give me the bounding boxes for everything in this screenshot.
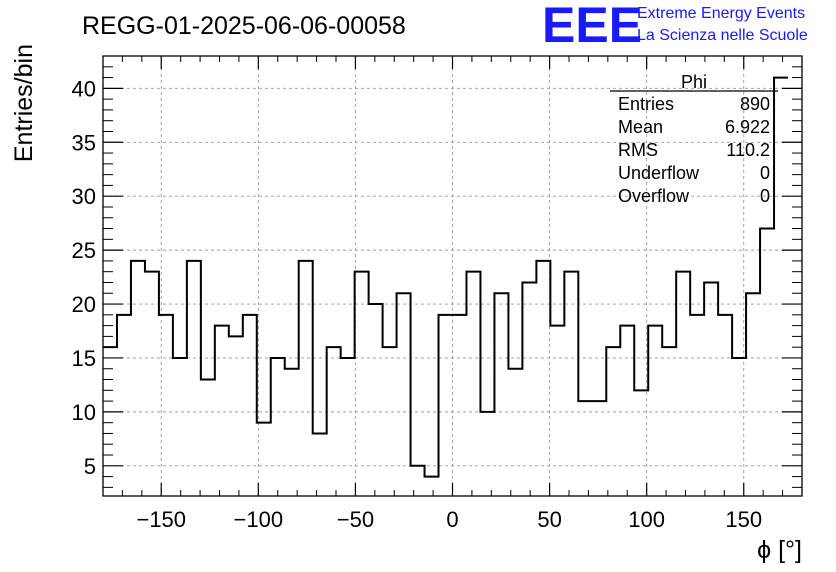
histogram-bin bbox=[229, 336, 243, 496]
histogram-bin bbox=[480, 412, 494, 496]
histogram-bin bbox=[397, 293, 411, 496]
stats-label: RMS bbox=[618, 140, 658, 160]
logo-line1: Extreme Energy Events bbox=[637, 5, 805, 22]
y-tick-label: 40 bbox=[72, 76, 96, 101]
histogram-bin bbox=[299, 261, 313, 496]
stats-box: Phi Entries 890 Mean 6.922 RMS 110.2 Underflow… bbox=[610, 72, 778, 206]
y-axis-label: Entries/bin bbox=[10, 44, 38, 162]
histogram-bin bbox=[774, 78, 788, 496]
histogram-bin bbox=[620, 326, 634, 496]
stats-label: Mean bbox=[618, 117, 663, 137]
histogram-bin bbox=[215, 326, 229, 496]
histogram-bin bbox=[243, 315, 257, 496]
histogram-bin bbox=[718, 315, 732, 496]
histogram-bin bbox=[732, 358, 746, 496]
histogram-bin bbox=[327, 347, 341, 496]
histogram-bin bbox=[383, 347, 397, 496]
plot-frame bbox=[102, 55, 803, 497]
stats-value: 0 bbox=[760, 186, 770, 206]
stats-value: 6.922 bbox=[725, 117, 770, 137]
histogram-bin bbox=[439, 315, 453, 496]
y-tick-label: 25 bbox=[72, 238, 96, 263]
histogram-bin bbox=[592, 401, 606, 496]
histogram-bin bbox=[564, 272, 578, 496]
stats-title: Phi bbox=[681, 72, 707, 92]
x-tick-label: 0 bbox=[446, 507, 458, 532]
histogram-bin bbox=[425, 477, 439, 496]
histogram-bin bbox=[117, 315, 131, 496]
histogram-series bbox=[103, 76, 789, 496]
histogram-bin bbox=[578, 401, 592, 496]
histogram-bin bbox=[355, 272, 369, 496]
y-tick-label: 20 bbox=[72, 292, 96, 317]
histogram-bin bbox=[550, 326, 564, 496]
x-tick-label: −100 bbox=[234, 507, 284, 532]
histogram-bin bbox=[662, 347, 676, 496]
histogram-bin bbox=[760, 229, 774, 496]
x-tick-label: −50 bbox=[337, 507, 374, 532]
stats-value: 890 bbox=[740, 94, 770, 114]
histogram-bin bbox=[159, 315, 173, 496]
x-axis-label: ϕ [°] bbox=[757, 536, 802, 564]
stats-label: Underflow bbox=[618, 163, 700, 183]
histogram-bin bbox=[676, 272, 690, 496]
histogram-bin bbox=[746, 293, 760, 496]
histogram-bin bbox=[494, 293, 508, 496]
chart-title: REGG-01-2025-06-06-00058 bbox=[82, 12, 406, 40]
axis-ticks: −150 −100 −50 0 50 100 150 5 10 15 20 25 30 35 40 bbox=[72, 55, 803, 532]
histogram-bin bbox=[522, 282, 536, 496]
histogram-bin bbox=[648, 326, 662, 496]
histogram-bin bbox=[131, 261, 145, 496]
histogram-bin bbox=[411, 466, 425, 496]
x-tick-label: 100 bbox=[628, 507, 665, 532]
histogram-bin bbox=[634, 390, 648, 496]
stats-label: Entries bbox=[618, 94, 674, 114]
y-tick-label: 5 bbox=[84, 454, 96, 479]
histogram-bin bbox=[271, 358, 285, 496]
histogram-bin bbox=[508, 369, 522, 496]
y-tick-label: 15 bbox=[72, 346, 96, 371]
histogram-bin bbox=[341, 358, 355, 496]
x-tick-label: 50 bbox=[537, 507, 561, 532]
histogram-bin bbox=[536, 261, 550, 496]
grid-lines bbox=[103, 56, 802, 496]
histogram-bin bbox=[285, 369, 299, 496]
histogram-bin bbox=[313, 433, 327, 496]
logo-line2: La Scienza nelle Scuole bbox=[637, 27, 808, 44]
histogram-bin bbox=[187, 261, 201, 496]
histogram-bin bbox=[103, 347, 117, 496]
eee-logo: EEE bbox=[542, 0, 642, 53]
y-tick-label: 35 bbox=[72, 130, 96, 155]
histogram-bin bbox=[704, 282, 718, 496]
stats-label: Overflow bbox=[618, 186, 690, 206]
x-tick-label: −150 bbox=[136, 507, 186, 532]
histogram-bin bbox=[369, 304, 383, 496]
y-tick-label: 10 bbox=[72, 400, 96, 425]
x-tick-label: 150 bbox=[725, 507, 762, 532]
histogram-line bbox=[103, 76, 789, 478]
histogram-bin bbox=[690, 315, 704, 496]
histogram-bin bbox=[201, 380, 215, 496]
histogram-bin bbox=[606, 347, 620, 496]
histogram-bin bbox=[466, 272, 480, 496]
stats-value: 0 bbox=[760, 163, 770, 183]
y-tick-label: 30 bbox=[72, 184, 96, 209]
histogram-bin bbox=[145, 272, 159, 496]
histogram-bin bbox=[173, 358, 187, 496]
histogram-bin bbox=[453, 315, 467, 496]
stats-value: 110.2 bbox=[726, 140, 770, 160]
